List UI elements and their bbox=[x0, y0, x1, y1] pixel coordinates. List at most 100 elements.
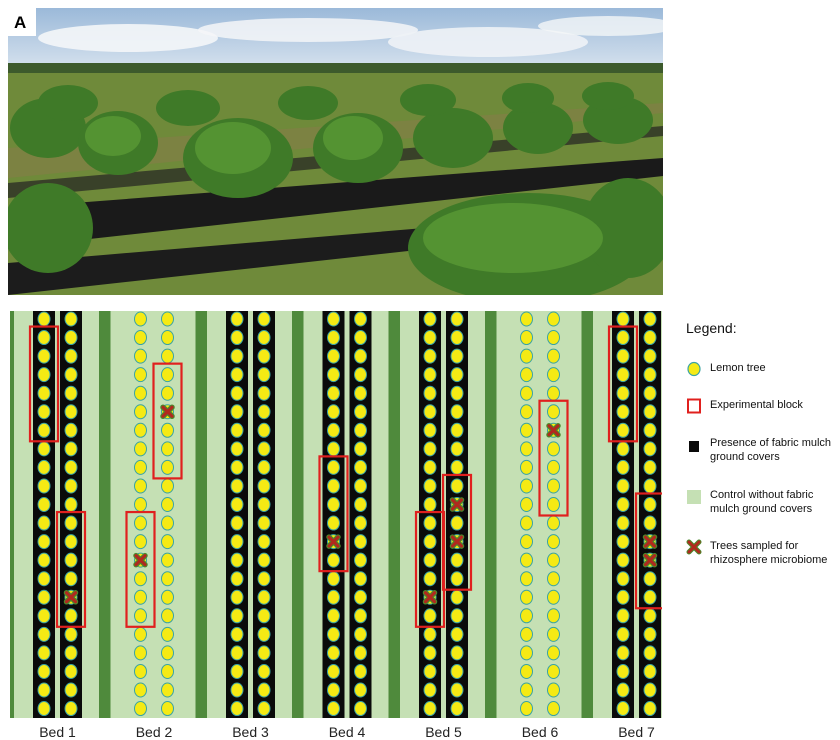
experimental-block bbox=[538, 399, 569, 517]
lemon-tree bbox=[616, 441, 630, 457]
lemon-tree bbox=[64, 608, 78, 624]
lemon-tree bbox=[616, 571, 630, 587]
lemon-tree bbox=[161, 552, 174, 568]
lemon-tree bbox=[423, 478, 437, 494]
lemon-tree bbox=[643, 515, 657, 531]
lemon-tree bbox=[230, 459, 244, 475]
lemon-tree bbox=[257, 459, 271, 475]
lemon-tree bbox=[134, 385, 147, 401]
lemon-tree bbox=[616, 552, 630, 568]
lemon-tree bbox=[230, 478, 244, 494]
lemon-tree bbox=[64, 497, 78, 512]
lemon-tree bbox=[354, 330, 367, 346]
lemon-tree bbox=[37, 385, 51, 401]
lemon-tree bbox=[616, 330, 630, 346]
lemon-tree bbox=[327, 663, 340, 679]
lemon-tree bbox=[37, 682, 51, 698]
lemon-tree bbox=[450, 404, 464, 420]
lemon-tree bbox=[520, 626, 533, 642]
lemon-tree bbox=[327, 478, 340, 494]
lemon-tree bbox=[450, 348, 464, 364]
lemon-tree bbox=[64, 330, 78, 346]
lemon-tree bbox=[547, 404, 560, 420]
lemon-tree bbox=[161, 422, 174, 438]
lemon-tree bbox=[134, 534, 147, 550]
lemon-tree bbox=[161, 626, 174, 642]
lemon-tree bbox=[643, 367, 657, 383]
lemon-tree bbox=[423, 330, 437, 346]
lemon-tree bbox=[547, 385, 560, 401]
lemon-tree bbox=[520, 348, 533, 364]
lemon-tree bbox=[161, 459, 174, 475]
lemon-tree bbox=[423, 626, 437, 642]
panel-a-label: A bbox=[14, 13, 27, 32]
lemon-tree bbox=[327, 626, 340, 642]
lemon-tree bbox=[327, 404, 340, 420]
lemon-tree bbox=[643, 311, 657, 327]
lemon-tree bbox=[520, 608, 533, 624]
lemon-tree bbox=[230, 404, 244, 420]
legend-title: Legend: bbox=[686, 320, 737, 336]
lemon-tree bbox=[327, 311, 340, 327]
lemon-tree bbox=[520, 497, 533, 512]
lemon-tree bbox=[230, 534, 244, 550]
lemon-tree bbox=[423, 367, 437, 383]
lemon-tree bbox=[161, 311, 174, 327]
lemon-tree bbox=[450, 478, 464, 494]
legend-text-lemon-tree: Lemon tree bbox=[710, 362, 766, 374]
lemon-tree bbox=[520, 589, 533, 605]
lemon-tree bbox=[354, 404, 367, 420]
lemon-tree bbox=[643, 422, 657, 438]
lemon-tree bbox=[423, 515, 437, 531]
lemon-tree bbox=[643, 663, 657, 679]
lemon-tree bbox=[354, 367, 367, 383]
lemon-tree bbox=[450, 626, 464, 642]
lemon-tree bbox=[257, 478, 271, 494]
lemon-tree bbox=[64, 311, 78, 327]
lemon-tree bbox=[64, 534, 78, 550]
legend-text-control: Control without fabric mulch ground cove… bbox=[710, 489, 814, 515]
lemon-tree bbox=[37, 608, 51, 624]
bed-control-strip bbox=[207, 311, 292, 718]
lemon-tree bbox=[327, 552, 340, 568]
lemon-tree bbox=[643, 682, 657, 698]
lemon-tree bbox=[161, 478, 174, 494]
lemon-tree bbox=[547, 571, 560, 587]
lemon-tree bbox=[354, 589, 367, 605]
lemon-tree bbox=[134, 663, 147, 679]
lemon-tree bbox=[643, 701, 657, 717]
lemon-tree bbox=[230, 626, 244, 642]
lemon-tree bbox=[327, 330, 340, 346]
bed-label: Bed 1 bbox=[39, 724, 76, 740]
lemon-tree bbox=[327, 367, 340, 383]
lemon-tree bbox=[643, 626, 657, 642]
sampled-tree-marker bbox=[423, 591, 437, 604]
experimental-block bbox=[318, 455, 349, 573]
lemon-tree bbox=[230, 608, 244, 624]
lemon-tree bbox=[450, 422, 464, 438]
lemon-tree bbox=[643, 348, 657, 364]
legend-text-sampled-tree: Trees sampled for rhizosphere microbiome bbox=[710, 540, 828, 566]
lemon-tree bbox=[450, 552, 464, 568]
lemon-tree bbox=[161, 330, 174, 346]
lemon-tree bbox=[520, 515, 533, 531]
lemon-tree bbox=[230, 589, 244, 605]
experimental-block-icon bbox=[687, 398, 701, 414]
lemon-tree bbox=[520, 385, 533, 401]
bed-4 bbox=[303, 311, 389, 718]
lemon-tree bbox=[450, 571, 464, 587]
lemon-tree bbox=[354, 385, 367, 401]
bed-7 bbox=[593, 311, 678, 718]
lemon-tree bbox=[327, 571, 340, 587]
lemon-tree bbox=[616, 515, 630, 531]
lemon-tree bbox=[327, 385, 340, 401]
lemon-tree bbox=[547, 515, 560, 531]
lemon-tree bbox=[616, 422, 630, 438]
lemon-tree bbox=[423, 404, 437, 420]
sampled-tree-marker bbox=[547, 424, 560, 437]
lemon-tree bbox=[37, 422, 51, 438]
sampled-tree-marker bbox=[643, 554, 657, 567]
lemon-tree bbox=[520, 701, 533, 717]
lemon-tree bbox=[520, 478, 533, 494]
lemon-tree bbox=[423, 608, 437, 624]
